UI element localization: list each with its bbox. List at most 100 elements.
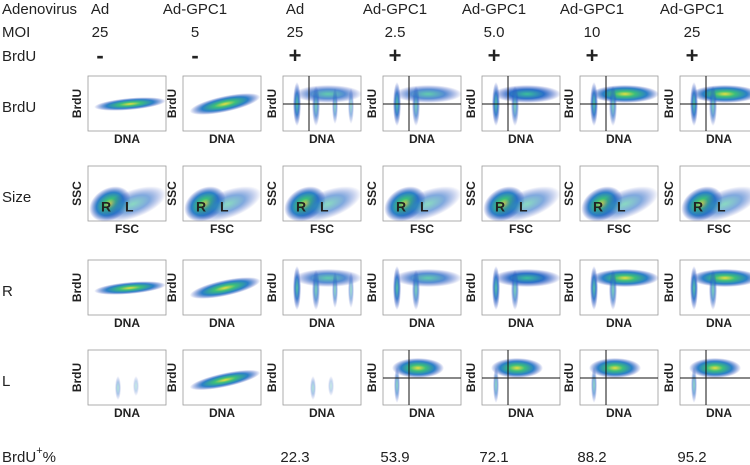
footer-label: BrdU+% (2, 445, 56, 465)
flow-plot: R L FSC SSC (70, 165, 167, 236)
y-axis-label: SSC (464, 181, 478, 206)
y-axis-label: SSC (70, 181, 84, 206)
y-axis-label: BrdU (562, 273, 576, 302)
x-axis-label: FSC (210, 222, 234, 236)
flow-plot: R L FSC SSC (265, 165, 362, 236)
footer-text: BrdU (2, 449, 36, 465)
density (591, 269, 659, 287)
density (412, 270, 420, 310)
column-header: 25 (92, 24, 109, 41)
flow-plot: DNA BrdU (662, 349, 750, 420)
density (189, 277, 261, 299)
density (394, 85, 462, 103)
y-axis-label: SSC (365, 181, 379, 206)
flow-plot: R L FSC SSC (365, 165, 462, 236)
row-label: L (2, 373, 10, 390)
density (332, 272, 338, 308)
y-axis-label: BrdU (662, 273, 676, 302)
density (332, 88, 338, 124)
x-axis-label: DNA (409, 316, 435, 330)
y-axis-label: BrdU (464, 273, 478, 302)
density (94, 281, 166, 295)
flow-plot: DNA BrdU (70, 349, 167, 420)
flow-plot: DNA BrdU (562, 259, 659, 330)
x-axis-label: DNA (409, 132, 435, 146)
row-label: R (2, 283, 13, 300)
gate-label: L (420, 199, 429, 215)
brdu-percent: 72.1 (479, 449, 508, 465)
plot-frame (282, 349, 362, 406)
x-axis-label: DNA (209, 132, 235, 146)
density (394, 269, 462, 287)
y-axis-label: BrdU (265, 89, 279, 118)
density (312, 86, 320, 126)
x-axis-label: DNA (114, 316, 140, 330)
column-header: + (389, 43, 402, 68)
y-axis-label: BrdU (662, 89, 676, 118)
density (709, 270, 717, 310)
brdu-percent: 95.2 (677, 449, 706, 465)
brdu-percent: 22.3 (280, 449, 309, 465)
density (294, 85, 362, 103)
x-axis-label: DNA (409, 406, 435, 420)
flow-plot: DNA BrdU (464, 75, 561, 146)
column-header: + (686, 43, 699, 68)
flow-plot: R L FSC SSC (662, 165, 750, 236)
density (493, 186, 561, 222)
x-axis-label: DNA (209, 316, 235, 330)
column-header: Ad-GPC1 (462, 1, 526, 18)
density (99, 186, 167, 222)
column-header: - (96, 43, 103, 68)
density (511, 86, 519, 126)
y-axis-label: BrdU (165, 89, 179, 118)
flow-plot: DNA BrdU (562, 75, 659, 146)
row-label: Size (2, 189, 31, 206)
density (394, 367, 400, 403)
x-axis-label: FSC (410, 222, 434, 236)
y-axis-label: SSC (265, 181, 279, 206)
flow-plot: DNA BrdU (265, 349, 362, 420)
y-axis-label: BrdU (265, 273, 279, 302)
density (393, 266, 401, 310)
column-header: 25 (287, 24, 304, 41)
gate-label: R (296, 199, 306, 215)
y-axis-label: BrdU (365, 363, 379, 392)
density (189, 369, 261, 391)
column-header: Ad-GPC1 (560, 1, 624, 18)
x-axis-label: DNA (508, 316, 534, 330)
y-axis-label: BrdU (562, 89, 576, 118)
density (312, 270, 320, 310)
x-axis-label: FSC (115, 222, 139, 236)
density (310, 376, 316, 400)
footer-superscript: + (36, 445, 42, 457)
gate-label: R (101, 199, 111, 215)
flow-plot: DNA BrdU (662, 259, 750, 330)
x-axis-label: DNA (114, 132, 140, 146)
gate-label: L (519, 199, 528, 215)
density (511, 270, 519, 310)
density (328, 376, 334, 396)
row-label: BrdU (2, 99, 36, 116)
flow-plot: R L FSC SSC (562, 165, 659, 236)
density (94, 97, 166, 111)
flow-plot: DNA BrdU (365, 349, 462, 420)
density (348, 272, 354, 308)
density (348, 88, 354, 124)
gate-label: L (717, 199, 726, 215)
column-header: + (488, 43, 501, 68)
density (294, 269, 362, 287)
y-axis-label: BrdU (70, 273, 84, 302)
y-axis-label: BrdU (562, 363, 576, 392)
gate-label: R (196, 199, 206, 215)
column-header: 10 (584, 24, 601, 41)
flow-plot: DNA BrdU (265, 259, 362, 330)
density (293, 266, 301, 310)
x-axis-label: DNA (606, 132, 632, 146)
x-axis-label: DNA (706, 406, 732, 420)
x-axis-label: DNA (309, 132, 335, 146)
x-axis-label: DNA (508, 406, 534, 420)
plot-frame (87, 349, 167, 406)
column-header: - (191, 43, 198, 68)
x-axis-label: DNA (309, 406, 335, 420)
x-axis-label: DNA (309, 316, 335, 330)
